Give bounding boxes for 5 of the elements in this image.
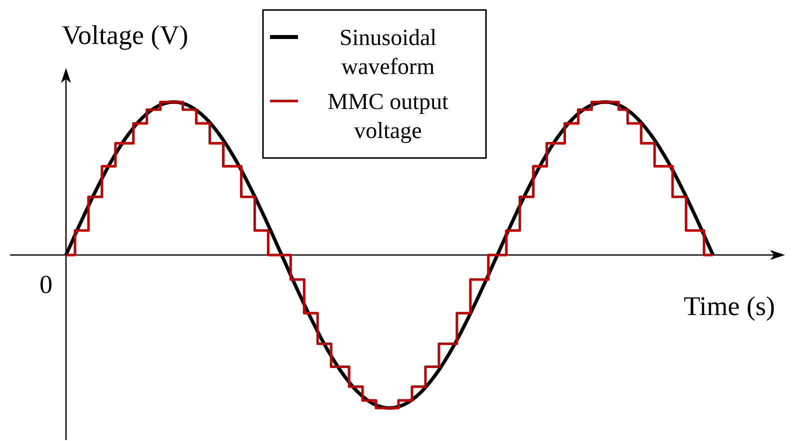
legend-label: Sinusoidal waveform bbox=[339, 25, 437, 79]
text: 0 bbox=[40, 270, 52, 299]
y-axis-title: Voltage (V) bbox=[62, 20, 188, 50]
x-axis-title: Time (s) bbox=[684, 291, 775, 321]
legend-label: MMC output voltage bbox=[328, 89, 449, 143]
